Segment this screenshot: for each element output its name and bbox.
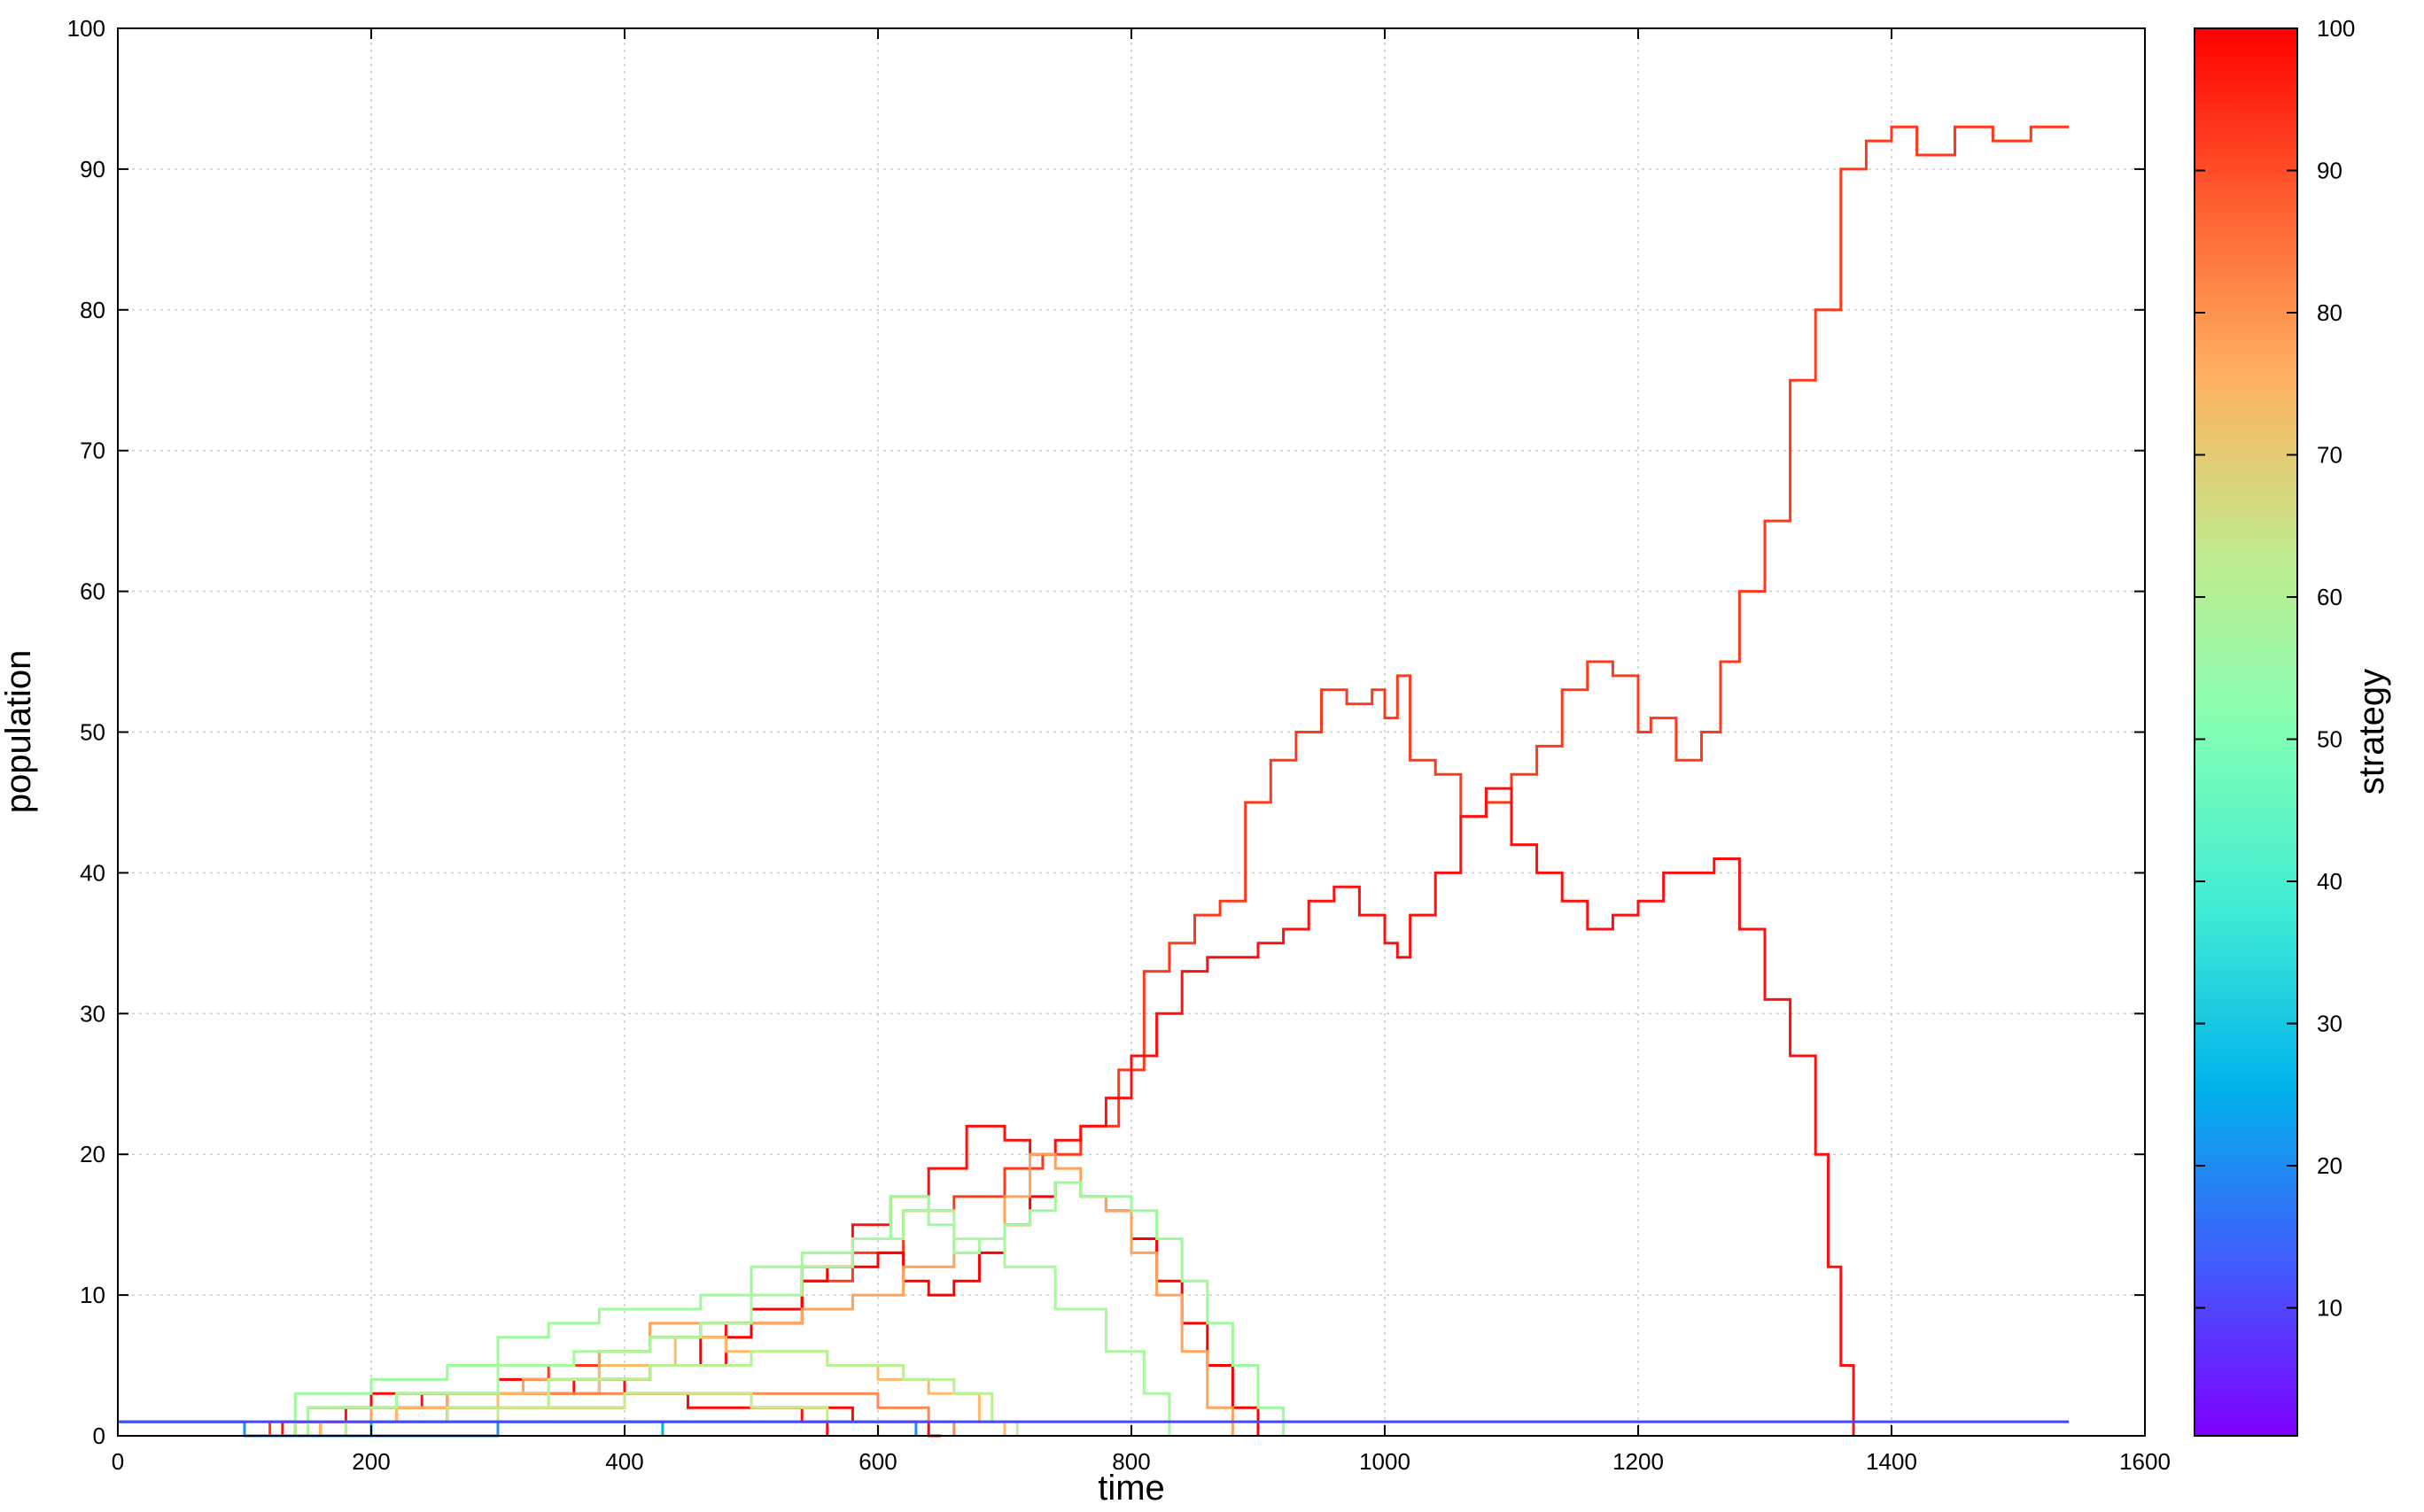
x-tick-label: 1400: [1866, 1448, 1917, 1475]
colorbar-tick-label: 80: [2317, 299, 2342, 326]
y-tick-label: 20: [80, 1141, 105, 1167]
series-line-strategy-56: [118, 1209, 1171, 1438]
y-tick-label: 100: [67, 15, 105, 42]
colorbar-tick-label: 30: [2317, 1011, 2342, 1037]
y-tick-label: 90: [80, 156, 105, 182]
x-tick-label: 1200: [1612, 1448, 1664, 1475]
series-line-strategy-91: [118, 125, 2070, 1438]
x-tick-label: 400: [605, 1448, 643, 1475]
x-tick-label: 1000: [1359, 1448, 1410, 1475]
series-line-strategy-58: [118, 1181, 1286, 1438]
colorbar-tick-label: 50: [2317, 726, 2342, 753]
x-tick-label: 1600: [2119, 1448, 2171, 1475]
y-tick-label: 80: [80, 297, 105, 323]
y-tick-label: 40: [80, 859, 105, 886]
x-tick-label: 800: [1112, 1448, 1150, 1475]
series-line-strategy-30: [118, 1420, 664, 1438]
grid-lines: [118, 28, 2145, 1436]
x-tick-label: 0: [112, 1448, 124, 1475]
y-tick-label: 50: [80, 719, 105, 746]
colorbar-tick-label: 90: [2317, 158, 2342, 184]
y-tick-label: 70: [80, 438, 105, 464]
colorbar-tick-label: 70: [2317, 442, 2342, 469]
colorbar-title: strategy: [2352, 669, 2391, 795]
y-axis-title: population: [0, 650, 38, 814]
series-lines: [118, 125, 2070, 1438]
x-tick-label: 200: [352, 1448, 390, 1475]
colorbar-ticks: 10 20 30 40 50 60 70 80 90 100: [2195, 15, 2355, 1322]
axis-ticks: [117, 27, 2146, 1437]
colorbar-tick-label: 20: [2317, 1152, 2342, 1179]
x-tick-labels: 0 200 400 600 800 1000 1200 1400 1600: [112, 1448, 2171, 1475]
series-line-strategy-99: [118, 787, 1855, 1438]
series-line-strategy-20: [118, 1420, 918, 1438]
series-line-strategy-97: [118, 1392, 829, 1438]
colorbar: [2194, 27, 2298, 1437]
y-tick-label: 0: [93, 1423, 105, 1449]
colorbar-tick-label: 40: [2317, 868, 2342, 895]
y-tick-labels: 0 10 20 30 40 50 60 70 80 90 100: [67, 15, 105, 1449]
y-tick-label: 60: [80, 578, 105, 605]
colorbar-tick-label: 10: [2317, 1295, 2342, 1322]
y-tick-label: 10: [80, 1282, 105, 1308]
colorbar-tick-label: 100: [2317, 15, 2355, 42]
x-axis-title: time: [1098, 1469, 1165, 1508]
x-tick-label: 600: [858, 1448, 897, 1475]
y-tick-label: 30: [80, 1000, 105, 1027]
colorbar-tick-label: 60: [2317, 584, 2342, 610]
